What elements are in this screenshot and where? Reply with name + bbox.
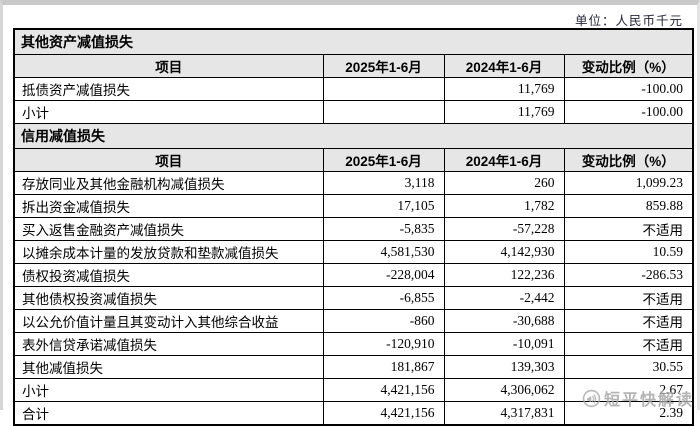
value-cell-change: 30.55 [563, 355, 694, 379]
value-cell-v2025: 181,867 [322, 355, 445, 379]
column-header-change: 变动比例（%） [563, 148, 694, 172]
value-cell-v2024: -10,091 [443, 332, 565, 356]
value-cell-change: -100.00 [563, 100, 694, 124]
value-cell-v2025: 17,105 [322, 194, 445, 218]
table-row: 债权投资减值损失 -228,004 122,236 -286.53 [13, 263, 694, 287]
table-row: 以摊余成本计量的发放贷款和垫款减值损失 4,581,530 4,142,930 10.… [13, 240, 694, 264]
table-row: 拆出资金减值损失 17,105 1,782 859.88 [13, 194, 694, 218]
column-header-2024: 2024年1-6月 [443, 54, 565, 78]
value-cell-v2025: -5,835 [322, 217, 445, 241]
table-row: 存放同业及其他金融机构减值损失 3,118 260 1,099.23 [13, 171, 694, 195]
item-cell: 合计 [13, 401, 324, 426]
item-cell: 其他债权投资减值损失 [13, 286, 324, 310]
value-cell-v2024: 4,306,062 [443, 378, 565, 402]
section-header-row: 其他资产减值损失 [13, 28, 694, 55]
section-title: 信用减值损失 [13, 123, 694, 149]
item-cell: 小计 [13, 378, 324, 402]
value-cell-change: 不适用 [563, 286, 694, 310]
table-row: 表外信贷承诺减值损失 -120,910 -10,091 不适用 [13, 332, 694, 356]
table-row: 买入返售金融资产减值损失 -5,835 -57,228 不适用 [13, 217, 694, 241]
value-cell-v2025: -860 [322, 309, 445, 333]
value-cell-v2025: 4,581,530 [322, 240, 445, 264]
value-cell-change: 859.88 [563, 194, 694, 218]
column-header-row: 项目 2025年1-6月 2024年1-6月 变动比例（%） [13, 148, 694, 172]
unit-label: 单位：人民币千元 [574, 14, 683, 28]
value-cell-v2025 [322, 100, 445, 124]
value-cell-change: -100.00 [563, 77, 694, 101]
value-cell-change: -286.53 [563, 263, 694, 287]
value-cell-v2024: 4,317,831 [443, 401, 565, 426]
value-cell-v2024: 260 [443, 171, 565, 195]
value-cell-v2024: 11,769 [443, 77, 565, 101]
value-cell-v2024: 1,782 [443, 194, 565, 218]
value-cell-v2024: 122,236 [443, 263, 565, 287]
value-cell-v2024: -30,688 [443, 309, 565, 333]
value-cell-v2025: 3,118 [322, 171, 445, 195]
value-cell-v2024: 4,142,930 [443, 240, 565, 264]
item-cell: 其他减值损失 [13, 355, 324, 379]
value-cell-v2025 [322, 77, 445, 101]
table-row: 合计 4,421,156 4,317,831 2.39 [13, 401, 694, 426]
section-title: 其他资产减值损失 [13, 28, 694, 55]
column-header-row: 项目 2025年1-6月 2024年1-6月 变动比例（%） [13, 54, 694, 78]
item-cell: 买入返售金融资产减值损失 [13, 217, 324, 241]
impairment-loss-table: 其他资产减值损失 项目 2025年1-6月 2024年1-6月 变动比例（%） 抵债资产减… [13, 28, 694, 426]
column-header-2025: 2025年1-6月 [322, 148, 445, 172]
table-row: 以公允价值计量且其变动计入其他综合收益 -860 -30,688 不适用 [13, 309, 694, 333]
value-cell-change: 2.67 [563, 378, 694, 402]
table-row: 其他减值损失 181,867 139,303 30.55 [13, 355, 694, 379]
item-cell: 以公允价值计量且其变动计入其他综合收益 [13, 309, 324, 333]
value-cell-v2025: -228,004 [322, 263, 445, 287]
value-cell-v2025: 4,421,156 [322, 401, 445, 426]
value-cell-v2024: -2,442 [443, 286, 565, 310]
column-header-2024: 2024年1-6月 [443, 148, 565, 172]
value-cell-change: 不适用 [563, 332, 694, 356]
value-cell-change: 1,099.23 [563, 171, 694, 195]
value-cell-change: 2.39 [563, 401, 694, 426]
item-cell: 债权投资减值损失 [13, 263, 324, 287]
value-cell-change: 不适用 [563, 217, 694, 241]
table-row: 其他债权投资减值损失 -6,855 -2,442 不适用 [13, 286, 694, 310]
value-cell-v2025: 4,421,156 [322, 378, 445, 402]
item-cell: 拆出资金减值损失 [13, 194, 324, 218]
section-header-row: 信用减值损失 [13, 123, 694, 149]
value-cell-v2024: 139,303 [443, 355, 565, 379]
value-cell-v2024: -57,228 [443, 217, 565, 241]
item-cell: 表外信贷承诺减值损失 [13, 332, 324, 356]
column-header-item: 项目 [13, 148, 324, 172]
item-cell: 抵债资产减值损失 [13, 77, 324, 101]
table-row: 小计 4,421,156 4,306,062 2.67 [13, 378, 694, 402]
item-cell: 以摊余成本计量的发放贷款和垫款减值损失 [13, 240, 324, 264]
item-cell: 存放同业及其他金融机构减值损失 [13, 171, 324, 195]
value-cell-v2025: -120,910 [322, 332, 445, 356]
item-cell: 小计 [13, 100, 324, 124]
table-row: 小计 11,769 -100.00 [13, 100, 694, 124]
table-row: 抵债资产减值损失 11,769 -100.00 [13, 77, 694, 101]
column-header-item: 项目 [13, 54, 324, 78]
column-header-2025: 2025年1-6月 [322, 54, 445, 78]
value-cell-change: 不适用 [563, 309, 694, 333]
value-cell-v2024: 11,769 [443, 100, 565, 124]
value-cell-v2025: -6,855 [322, 286, 445, 310]
table-body: 其他资产减值损失 项目 2025年1-6月 2024年1-6月 变动比例（%） 抵债资产减… [13, 28, 694, 426]
value-cell-change: 10.59 [563, 240, 694, 264]
column-header-change: 变动比例（%） [563, 54, 694, 78]
